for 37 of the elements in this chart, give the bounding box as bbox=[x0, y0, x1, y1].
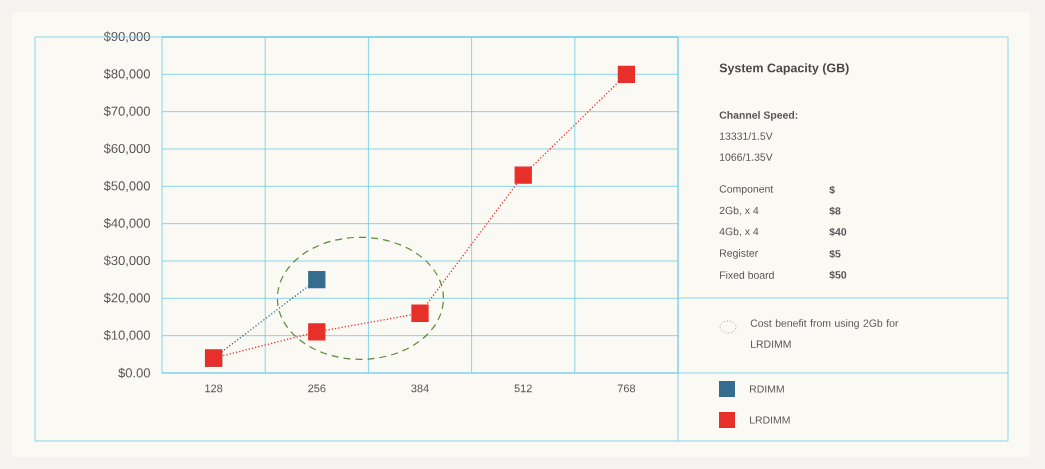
legend-label: LRDIMM bbox=[750, 416, 790, 424]
point bbox=[308, 271, 326, 289]
text: Channel Speed: bbox=[719, 111, 798, 121]
y-tick-label: $30,000 bbox=[103, 255, 150, 267]
y-tick-label: $70,000 bbox=[103, 106, 150, 118]
legend-label: RDIMM bbox=[750, 385, 784, 393]
x-tick-label: 128 bbox=[205, 384, 223, 393]
text: $50 bbox=[829, 270, 847, 280]
point bbox=[617, 65, 636, 83]
y-tick-label: $80,000 bbox=[103, 68, 150, 80]
text: Component bbox=[719, 185, 774, 195]
text: Fixed board bbox=[720, 271, 774, 279]
x-tick-label: 768 bbox=[617, 384, 636, 393]
x-tick-label: 512 bbox=[514, 384, 532, 393]
text: 13331/1.5V bbox=[720, 132, 773, 140]
y-tick-label: $40,000 bbox=[103, 218, 150, 230]
point bbox=[308, 323, 326, 341]
y-tick-label: $60,000 bbox=[103, 143, 150, 155]
point bbox=[411, 304, 429, 322]
x-tick-label: 384 bbox=[411, 384, 429, 393]
y-tick-label: $10,000 bbox=[103, 330, 150, 342]
text: 2Gb, x 4 bbox=[719, 206, 759, 216]
text: $40 bbox=[829, 227, 847, 237]
text: 1066/1.35V bbox=[720, 153, 773, 161]
text: 4Gb, x 4 bbox=[719, 227, 759, 237]
x-axis-title: System Capacity (GB) bbox=[719, 63, 849, 75]
y-tick-label: $0.00 bbox=[118, 367, 150, 379]
y-tick-label: $90,000 bbox=[103, 31, 150, 43]
text: Cost benefit from using 2Gb for LRDIMM bbox=[750, 319, 899, 348]
y-tick-label: $50,000 bbox=[103, 180, 150, 192]
text: $5 bbox=[829, 249, 841, 259]
y-tick-label: $20,000 bbox=[103, 292, 150, 304]
point bbox=[514, 166, 532, 184]
text: $ bbox=[829, 185, 835, 195]
text: $8 bbox=[829, 206, 841, 216]
x-tick-label: 256 bbox=[308, 384, 326, 393]
text: Register bbox=[720, 249, 758, 259]
